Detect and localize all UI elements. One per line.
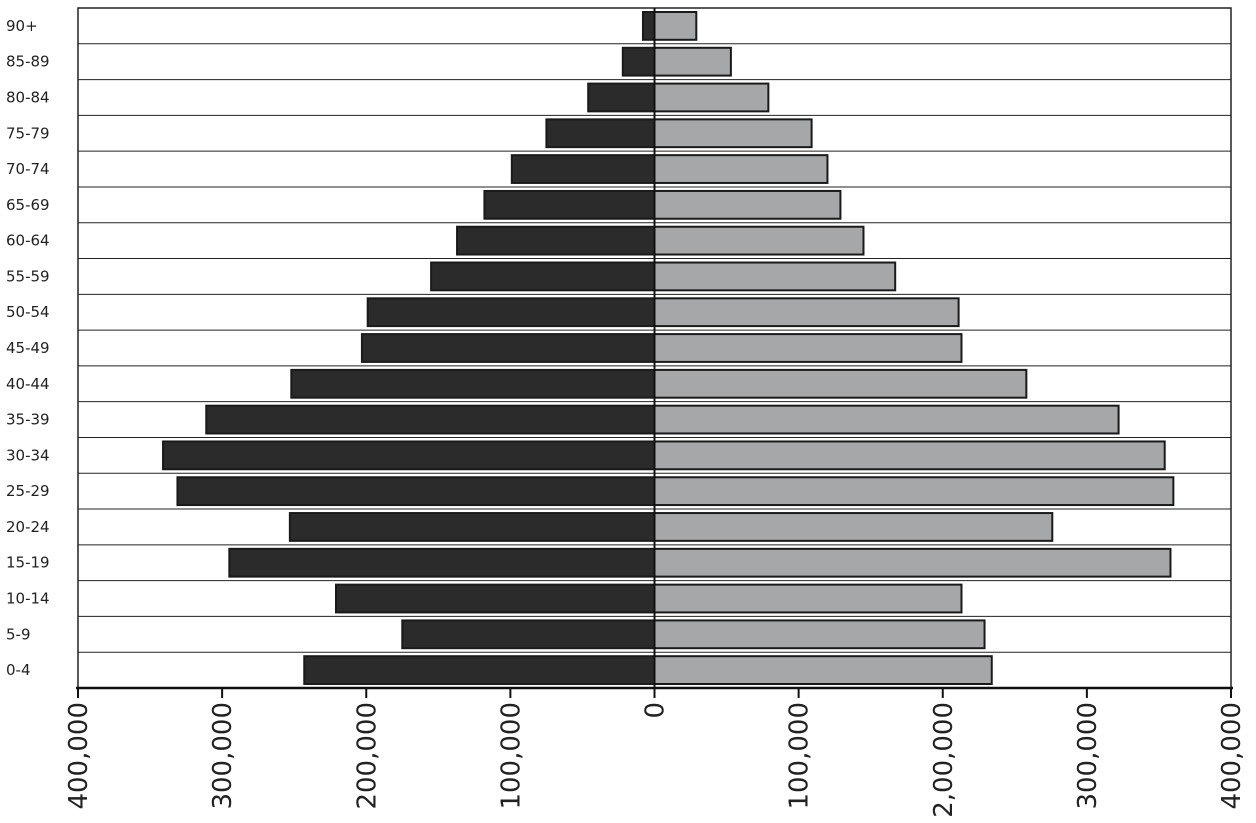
- x-tick-label: 300,000: [208, 702, 238, 810]
- left-bar-25-29: [176, 476, 656, 507]
- category-label: 80-84: [6, 88, 50, 106]
- axis-layer: [76, 7, 1233, 698]
- category-label: 30-34: [6, 446, 50, 464]
- right-bar-20-24: [653, 512, 1054, 542]
- x-tick-label: 400,000: [64, 702, 94, 810]
- right-bar-85-89: [653, 46, 732, 77]
- right-bar-30-34: [653, 440, 1166, 471]
- category-label: 55-59: [6, 267, 50, 285]
- right-bar-40-44: [653, 368, 1028, 399]
- left-bar-85-89: [621, 46, 656, 77]
- category-label: 20-24: [6, 518, 50, 536]
- left-bar-50-54: [366, 297, 656, 328]
- right-bar-90+: [653, 11, 698, 41]
- category-label: 40-44: [6, 375, 50, 393]
- right-bar-10-14: [653, 583, 963, 614]
- right-bar-0-4: [653, 655, 993, 685]
- right-bar-60-64: [653, 225, 865, 256]
- x-tick-label: 0: [641, 702, 671, 719]
- right-bar-15-19: [653, 547, 1172, 578]
- x-tick-label: 200,000: [352, 702, 382, 810]
- left-bar-40-44: [290, 368, 656, 399]
- category-label: 25-29: [6, 482, 50, 500]
- category-label: 85-89: [6, 53, 50, 71]
- left-bar-30-34: [162, 440, 656, 471]
- left-bar-10-14: [334, 583, 656, 614]
- labels-layer: 0-4 5-9 10-14 15-19 20-24 25-29 30-34 35-39 40-4…: [6, 17, 1247, 818]
- right-bar-70-74: [653, 154, 829, 184]
- x-tick-label: 2,00,000: [929, 702, 959, 818]
- category-label: 15-19: [6, 554, 50, 572]
- category-label: 65-69: [6, 196, 50, 214]
- left-bar-75-79: [545, 118, 656, 149]
- right-bar-5-9: [653, 619, 986, 650]
- left-bar-35-39: [205, 404, 656, 435]
- category-label: 90+: [6, 17, 38, 35]
- right-bar-45-49: [653, 333, 963, 363]
- x-tick-label: 100,000: [496, 702, 526, 810]
- left-bar-80-84: [587, 82, 656, 113]
- left-bar-65-69: [483, 189, 656, 220]
- left-bar-70-74: [510, 154, 656, 184]
- category-label: 50-54: [6, 303, 50, 321]
- right-bar-35-39: [653, 404, 1120, 435]
- right-bar-55-59: [653, 261, 897, 292]
- left-bar-15-19: [228, 547, 656, 578]
- category-label: 45-49: [6, 339, 50, 357]
- category-label: 10-14: [6, 590, 50, 608]
- right-bar-25-29: [653, 476, 1175, 507]
- category-label: 70-74: [6, 160, 50, 178]
- left-bar-5-9: [401, 619, 656, 650]
- category-label: 5-9: [6, 625, 31, 643]
- left-bar-55-59: [430, 261, 656, 292]
- right-bar-80-84: [653, 82, 770, 113]
- left-bar-45-49: [360, 333, 656, 363]
- right-bar-50-54: [653, 297, 960, 328]
- left-bar-90+: [641, 11, 656, 41]
- category-label: 35-39: [6, 411, 50, 429]
- x-tick-label: 300,000: [1073, 702, 1103, 810]
- x-tick-label: 100,000: [785, 702, 815, 810]
- left-bar-60-64: [456, 225, 656, 256]
- bars-layer: [162, 11, 1175, 685]
- category-label: 0-4: [6, 661, 31, 679]
- right-bar-65-69: [653, 189, 842, 220]
- left-bar-20-24: [288, 512, 656, 542]
- x-tick-label: 400,000: [1217, 702, 1247, 810]
- category-label: 75-79: [6, 124, 50, 142]
- left-bar-0-4: [303, 655, 656, 685]
- category-label: 60-64: [6, 232, 50, 250]
- right-bar-75-79: [653, 118, 813, 149]
